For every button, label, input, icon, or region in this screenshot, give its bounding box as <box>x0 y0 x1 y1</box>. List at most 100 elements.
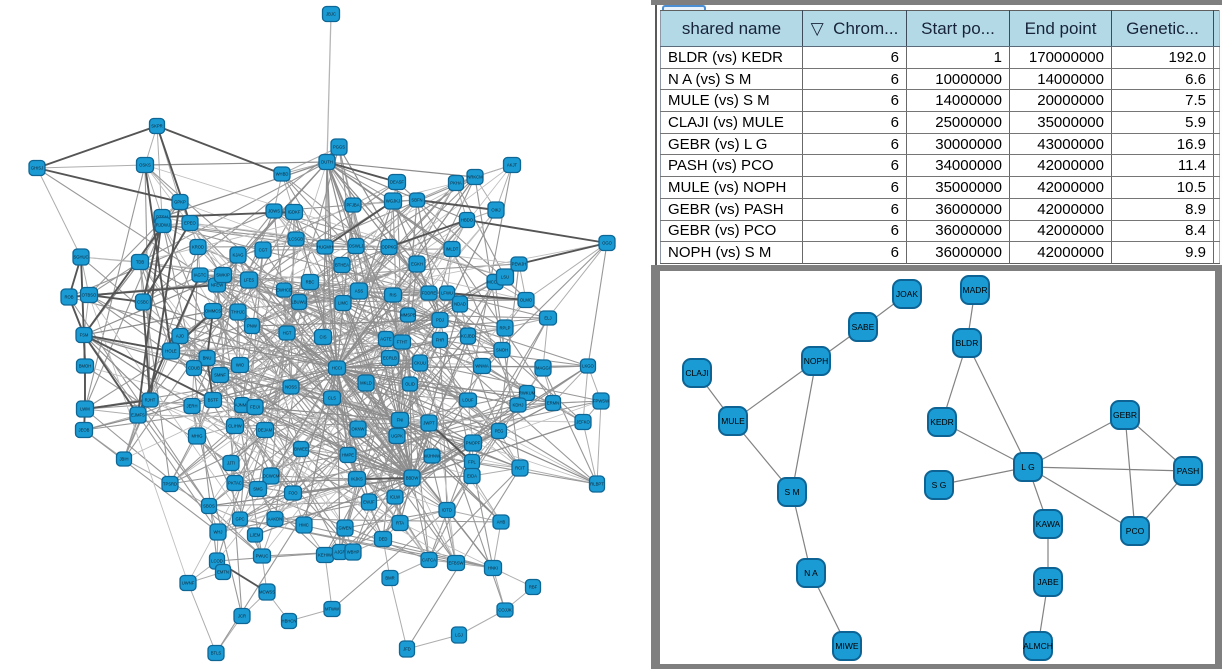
svg-text:GPC: GPC <box>235 517 244 522</box>
svg-text:CLS: CLS <box>328 396 336 401</box>
svg-text:ECRLB: ECRLB <box>383 356 397 361</box>
svg-text:HBHCN: HBHCN <box>282 619 297 624</box>
svg-text:KROD: KROD <box>192 245 204 250</box>
svg-text:COJJK: COJJK <box>498 608 511 613</box>
svg-text:WNMA: WNMA <box>475 364 488 369</box>
svg-text:EIDA: EIDA <box>467 474 477 479</box>
svg-text:KCJBD: KCJBD <box>461 334 475 339</box>
svg-text:JJTI: JJTI <box>227 461 235 466</box>
svg-text:JBJC: JBJC <box>326 12 336 17</box>
svg-text:MIWE: MIWE <box>835 641 858 651</box>
svg-text:ALMCH: ALMCH <box>1023 641 1053 651</box>
svg-text:JOWS: JOWS <box>268 209 280 214</box>
svg-text:LOUF: LOUF <box>462 398 474 403</box>
svg-text:BTHEA: BTHEA <box>335 263 349 268</box>
svg-text:FTHT: FTHT <box>397 340 408 345</box>
svg-text:DUTH: DUTH <box>321 160 333 165</box>
svg-text:BMR: BMR <box>385 576 394 581</box>
svg-text:CDUB: CDUB <box>188 366 200 371</box>
svg-text:CKUU: CKUU <box>414 361 426 366</box>
svg-text:LKGO: LKGO <box>582 364 594 369</box>
svg-text:ASS: ASS <box>355 289 364 294</box>
svg-text:BTLS: BTLS <box>211 651 222 656</box>
svg-text:ROB: ROB <box>64 295 73 300</box>
svg-text:MAGGI: MAGGI <box>536 366 550 371</box>
svg-text:EJMFS: EJMFS <box>131 413 145 418</box>
svg-text:SBFN: SBFN <box>411 198 422 203</box>
svg-text:BSTF: BSTF <box>208 398 219 403</box>
svg-text:RTA: RTA <box>396 521 404 526</box>
svg-text:AJGR: AJGR <box>334 550 345 555</box>
svg-text:CIS: CIS <box>320 335 327 340</box>
svg-text:PFJBA: PFJBA <box>346 203 359 208</box>
svg-text:RJDWJ: RJDWJ <box>156 223 170 228</box>
svg-text:HMC: HMC <box>299 523 309 528</box>
svg-text:NDAD: NDAD <box>454 302 466 307</box>
svg-text:EFBSW: EFBSW <box>449 561 464 566</box>
svg-text:RWKUM: RWKUM <box>519 391 536 396</box>
svg-text:ODPKG: ODPKG <box>381 245 396 250</box>
svg-text:LCSGB: LCSGB <box>289 237 303 242</box>
svg-text:UGPK: UGPK <box>391 434 403 439</box>
svg-text:KAWA: KAWA <box>1036 519 1061 529</box>
svg-text:LSU: LSU <box>501 275 509 280</box>
svg-text:HBDO: HBDO <box>461 218 474 223</box>
svg-text:NOPH: NOPH <box>804 356 829 366</box>
svg-text:WHJ: WHJ <box>213 530 222 535</box>
svg-text:CLAJI: CLAJI <box>685 368 708 378</box>
svg-text:LIMC: LIMC <box>338 301 348 306</box>
svg-text:NRKCM: NRKCM <box>467 175 483 180</box>
svg-text:GWEN: GWEN <box>338 526 351 531</box>
svg-text:RCIT: RCIT <box>515 466 525 471</box>
svg-text:CSBC: CSBC <box>137 300 149 305</box>
svg-text:IMLDT: IMLDT <box>446 247 459 252</box>
svg-text:PCO: PCO <box>1126 526 1145 536</box>
svg-text:OCWCM: OCWCM <box>263 474 280 479</box>
svg-text:LBUWU: LBUWU <box>291 300 306 305</box>
svg-text:KDHJ: KDHJ <box>513 403 524 408</box>
svg-text:WHBD: WHBD <box>276 172 289 177</box>
svg-text:OKNW: OKNW <box>351 427 364 432</box>
svg-text:ELJ: ELJ <box>544 316 551 321</box>
svg-text:LJEM: LJEM <box>250 533 261 538</box>
svg-text:HUGMH: HUGMH <box>317 245 333 250</box>
svg-text:JBIH: JBIH <box>119 457 128 462</box>
svg-text:WIO: WIO <box>236 363 245 368</box>
svg-text:MULE: MULE <box>721 416 745 426</box>
svg-text:LFWU: LFWU <box>441 291 453 296</box>
svg-text:EPEO: EPEO <box>184 221 196 226</box>
svg-text:JOAK: JOAK <box>896 289 919 299</box>
svg-text:AHB: AHB <box>497 520 506 525</box>
svg-text:PDJ: PDJ <box>436 318 444 323</box>
svg-text:HGT: HGT <box>283 331 292 336</box>
svg-text:OLID: OLID <box>405 382 415 387</box>
svg-text:JEOB: JEOB <box>79 428 90 433</box>
svg-text:LFES: LFES <box>244 278 255 283</box>
svg-text:MMSPB: MMSPB <box>400 313 416 318</box>
svg-text:BLDR: BLDR <box>956 338 979 348</box>
svg-text:HOLE: HOLE <box>165 349 177 354</box>
svg-text:SWKIP: SWKIP <box>216 273 230 278</box>
svg-text:RBC: RBC <box>306 280 315 285</box>
svg-text:EGKH: EGKH <box>411 262 423 267</box>
svg-text:UWNF: UWNF <box>182 581 195 586</box>
svg-text:AGTE: AGTE <box>380 337 392 342</box>
svg-text:JEFKO: JEFKO <box>576 420 590 425</box>
svg-text:KEDR: KEDR <box>930 417 954 427</box>
svg-text:CATCA: CATCA <box>422 558 436 563</box>
svg-text:WJHNW: WJHNW <box>424 454 440 459</box>
svg-text:EWHCE: EWHCE <box>276 288 292 293</box>
svg-text:NFEW: NFEW <box>211 283 223 288</box>
svg-text:KEHIW: KEHIW <box>318 553 332 558</box>
svg-text:WGJKJ: WGJKJ <box>386 199 400 204</box>
svg-text:SMG: SMG <box>253 487 263 492</box>
svg-text:N A: N A <box>804 568 818 578</box>
svg-text:PASH: PASH <box>1177 466 1200 476</box>
svg-text:FPL: FPL <box>468 460 476 465</box>
svg-text:PWUC: PWUC <box>256 554 269 559</box>
svg-text:FEIJI: FEIJI <box>250 405 260 410</box>
svg-text:RPLP: RPLP <box>500 326 511 331</box>
svg-text:NOSS: NOSS <box>285 385 297 390</box>
svg-text:AJNMC: AJNMC <box>235 403 249 408</box>
svg-text:GEBR: GEBR <box>1113 410 1137 420</box>
